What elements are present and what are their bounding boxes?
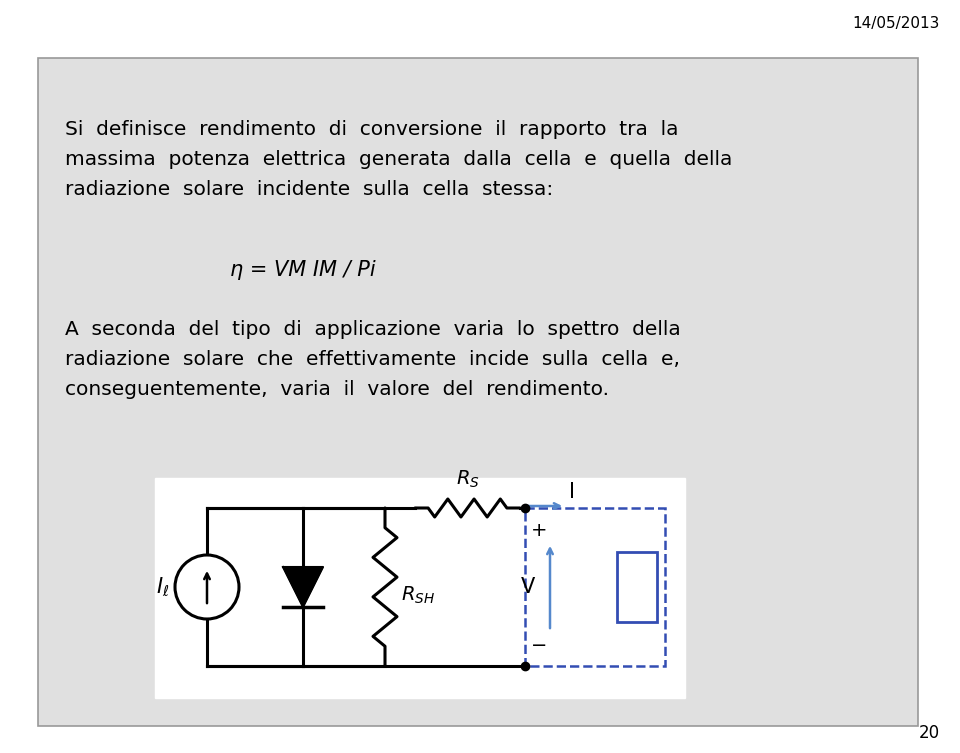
Text: −: − [531,636,547,656]
Text: A  seconda  del  tipo  di  applicazione  varia  lo  spettro  della: A seconda del tipo di applicazione varia… [65,320,681,339]
Bar [155,478,685,698]
Text: 14/05/2013: 14/05/2013 [852,16,940,31]
Circle shape [175,555,239,619]
Text: I: I [569,482,575,502]
Text: η = VM IM / Pi: η = VM IM / Pi [230,260,375,280]
Text: radiazione  solare  che  effettivamente  incide  sulla  cella  e,: radiazione solare che effettivamente inc… [65,350,680,369]
Text: 20: 20 [919,724,940,742]
Text: $I_\ell$: $I_\ell$ [156,575,169,599]
Bar [525,508,665,666]
Bar [38,58,918,726]
Text: $R_{SH}$: $R_{SH}$ [401,584,435,605]
Text: massima  potenza  elettrica  generata  dalla  cella  e  quella  della: massima potenza elettrica generata dalla… [65,150,732,169]
Text: radiazione  solare  incidente  sulla  cella  stessa:: radiazione solare incidente sulla cella … [65,180,553,199]
Bar [617,552,657,622]
Text: conseguentemente,  varia  il  valore  del  rendimento.: conseguentemente, varia il valore del re… [65,380,609,399]
Text: +: + [531,520,547,539]
Text: Si  definisce  rendimento  di  conversione  il  rapporto  tra  la: Si definisce rendimento di conversione i… [65,120,679,139]
Polygon shape [283,567,323,607]
Text: V: V [521,577,535,597]
Text: $R_S$: $R_S$ [456,468,479,490]
